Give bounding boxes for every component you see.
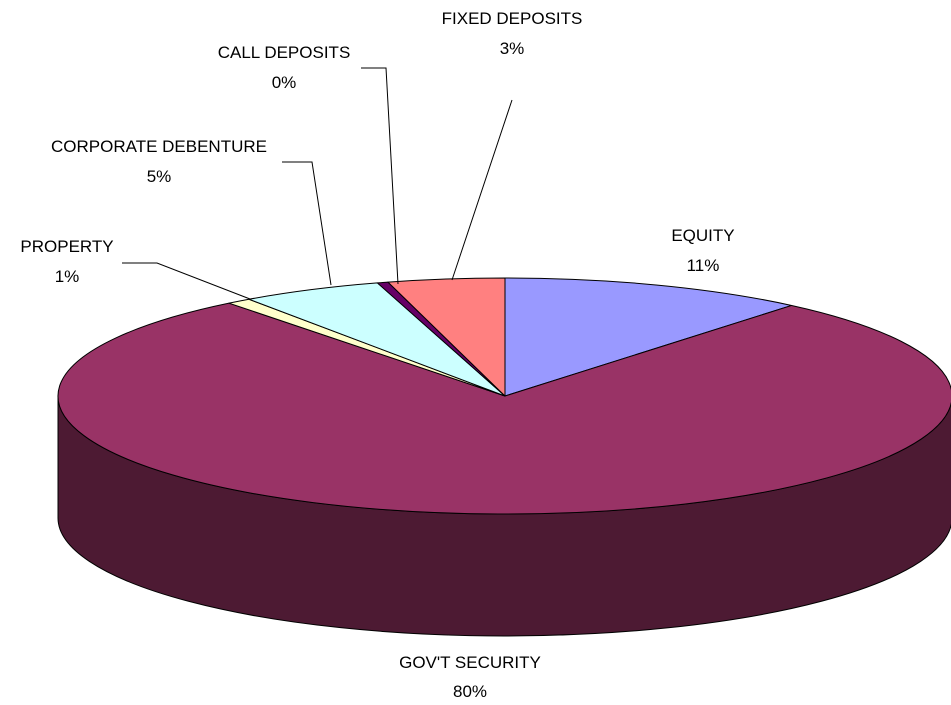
leader-line-fixed-deposits	[451, 99, 513, 281]
slice-label-gov-t-security: GOV'T SECURITY	[399, 653, 541, 672]
slice-percent-call-deposits: 0%	[272, 73, 297, 92]
slice-percent-equity: 11%	[687, 256, 720, 275]
leader-line-corporate-debenture	[282, 161, 332, 286]
pie-slice-equity	[504, 277, 793, 397]
leader-line-property	[122, 262, 251, 300]
slice-percent-property: 1%	[55, 267, 80, 286]
slice-percent-fixed-deposits: 3%	[500, 39, 525, 58]
pie-slice-gov-t-security	[57, 302, 951, 515]
slice-label-corporate-debenture: CORPORATE DEBENTURE	[51, 137, 267, 156]
labels-group: EQUITY 11% GOV'T SECURITY 80% PROPERTY 1% CORP…	[20, 9, 734, 701]
slice-label-fixed-deposits: FIXED DEPOSITS	[442, 9, 583, 28]
slice-label-property: PROPERTY	[20, 237, 113, 256]
slice-label-call-deposits: CALL DEPOSITS	[218, 43, 351, 62]
slice-label-equity: EQUITY	[671, 226, 734, 245]
pie-slice-fixed-deposits	[387, 277, 506, 397]
slice-percent-corporate-debenture: 5%	[147, 167, 172, 186]
pie-top-group	[57, 277, 951, 515]
leader-lines-group	[122, 67, 513, 300]
slice-percent-gov-t-security: 80%	[453, 682, 487, 701]
leader-line-call-deposits	[361, 67, 399, 285]
pie-slice-corporate-debenture	[248, 282, 506, 397]
